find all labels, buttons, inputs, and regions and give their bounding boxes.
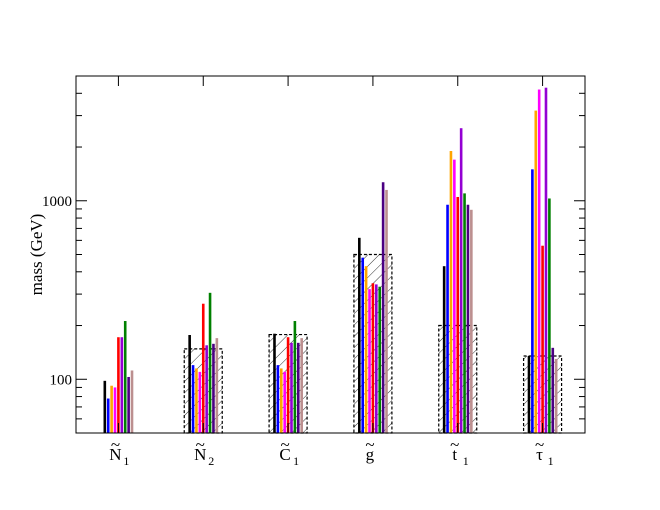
category-label: ~N 1 bbox=[109, 435, 129, 468]
bar bbox=[531, 169, 534, 433]
bar bbox=[286, 337, 290, 433]
category-symbol: N bbox=[194, 445, 206, 464]
bar bbox=[385, 189, 388, 433]
bar bbox=[212, 343, 215, 433]
bar bbox=[117, 337, 120, 433]
category-label: ~t 1 bbox=[450, 435, 469, 468]
category-label: ~τ 1 bbox=[535, 435, 554, 468]
plot-frame bbox=[75, 75, 586, 434]
bar bbox=[195, 368, 198, 433]
bar bbox=[273, 333, 276, 433]
bar bbox=[215, 338, 219, 433]
bar bbox=[300, 338, 303, 433]
category-label: ~N 2 bbox=[194, 435, 214, 468]
bar bbox=[459, 128, 463, 433]
bar bbox=[208, 292, 212, 433]
y-ticks: 100 1000 bbox=[42, 75, 585, 434]
bar bbox=[548, 198, 551, 433]
bar bbox=[534, 110, 538, 434]
bar bbox=[544, 87, 548, 434]
bar bbox=[120, 337, 124, 433]
bar bbox=[191, 365, 195, 433]
x-ticks bbox=[117, 76, 544, 433]
bar bbox=[110, 385, 113, 433]
category-accent: ~ bbox=[196, 435, 205, 454]
y-tick-label: 1000 bbox=[42, 194, 72, 210]
bar bbox=[127, 376, 130, 433]
bar bbox=[527, 356, 531, 433]
bar bbox=[449, 151, 453, 434]
bar bbox=[470, 209, 473, 433]
category-symbol: t bbox=[452, 445, 457, 464]
bar bbox=[279, 368, 283, 433]
category-accent: ~ bbox=[450, 435, 459, 454]
bar bbox=[375, 284, 378, 433]
bar bbox=[537, 89, 541, 433]
bar bbox=[358, 237, 361, 433]
bar bbox=[378, 286, 382, 433]
bar bbox=[466, 204, 470, 433]
bar bbox=[361, 257, 365, 433]
category-symbol: τ bbox=[536, 445, 543, 464]
category-label: ~g bbox=[365, 435, 374, 464]
bar bbox=[463, 193, 466, 433]
y-tick-label: 100 bbox=[50, 372, 73, 388]
category-symbol: N bbox=[109, 445, 121, 464]
bar bbox=[201, 303, 205, 433]
bar bbox=[130, 370, 134, 433]
bar bbox=[446, 204, 449, 433]
bar bbox=[290, 342, 293, 433]
bar bbox=[283, 371, 286, 433]
category-subscript: 1 bbox=[123, 454, 129, 468]
category-accent: ~ bbox=[111, 435, 120, 454]
bar bbox=[364, 266, 368, 433]
bar bbox=[113, 387, 117, 433]
bar bbox=[442, 266, 446, 433]
bar bbox=[276, 365, 280, 433]
category-accent: ~ bbox=[365, 435, 374, 454]
bar bbox=[551, 347, 555, 433]
bar bbox=[293, 321, 297, 433]
category-label: ~C 1 bbox=[279, 435, 299, 468]
category-accent: ~ bbox=[280, 435, 289, 454]
category-labels: ~N 1~N 2~C 1~g~t 1~τ 1 bbox=[109, 435, 553, 468]
bars bbox=[103, 87, 558, 434]
bar bbox=[106, 398, 110, 433]
bar bbox=[296, 342, 300, 433]
bar bbox=[368, 289, 371, 433]
bar bbox=[554, 358, 558, 433]
category-symbol: g bbox=[366, 445, 375, 464]
category-symbol: C bbox=[279, 445, 290, 464]
bar bbox=[456, 196, 460, 433]
category-subscript: 1 bbox=[293, 454, 299, 468]
category-subscript: 2 bbox=[208, 454, 214, 468]
bar bbox=[381, 182, 385, 433]
bar bbox=[188, 335, 191, 433]
y-axis-label: mass (GeV) bbox=[27, 214, 46, 296]
bar bbox=[453, 159, 456, 433]
bar bbox=[103, 380, 107, 433]
category-subscript: 1 bbox=[548, 454, 554, 468]
bar bbox=[541, 245, 544, 433]
bar bbox=[205, 345, 208, 433]
bar bbox=[123, 321, 127, 433]
category-accent: ~ bbox=[535, 435, 544, 454]
bar bbox=[198, 371, 202, 433]
category-subscript: 1 bbox=[463, 454, 469, 468]
bar bbox=[371, 283, 375, 433]
